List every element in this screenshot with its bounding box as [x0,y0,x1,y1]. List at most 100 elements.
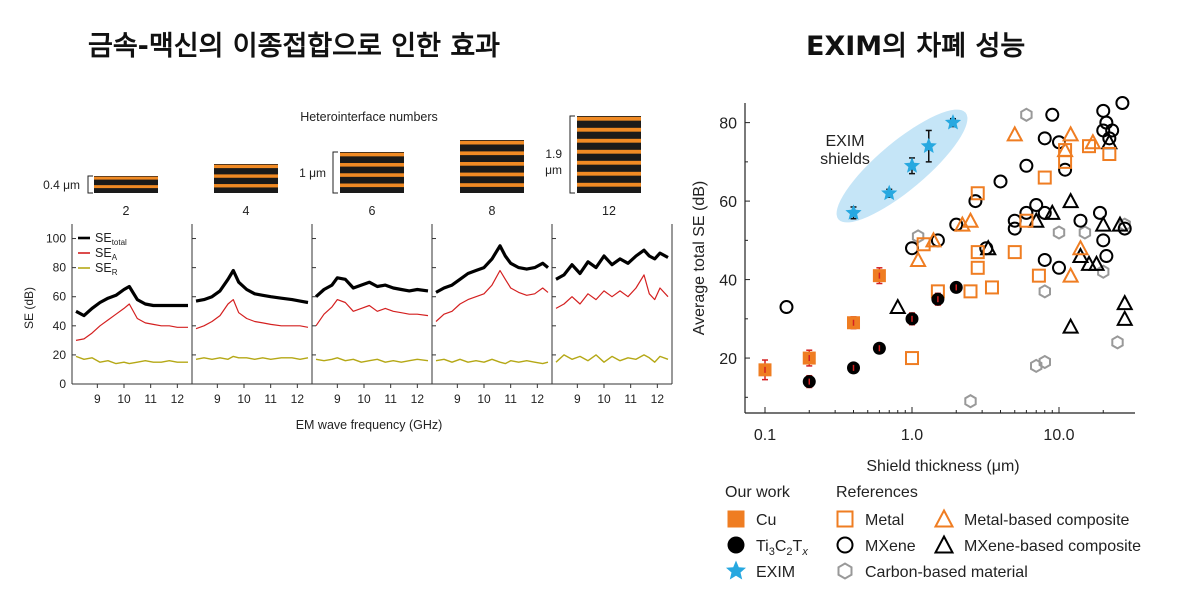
layer-stack-2 [94,176,158,193]
heterointerface-count: 6 [369,204,376,218]
se-r-line [195,355,309,360]
data-point [1030,358,1043,374]
series-mxene [779,96,1132,315]
y-tick-label: 0 [59,377,66,391]
heterointerface-count: 8 [489,204,496,218]
data-point [903,157,921,173]
metal-layer [577,171,641,176]
scatter-x-tick-label: 1.0 [901,427,923,444]
data-point [1043,203,1061,220]
y-tick-label: 20 [53,348,67,362]
data-point [1037,252,1052,267]
data-point [1102,147,1117,162]
data-point [970,260,985,275]
se-a-line [195,299,309,330]
data-point [1019,213,1034,228]
metal-layer [577,116,641,121]
data-point [949,217,964,232]
thickness-label-19-unit: μm [545,163,562,177]
data-point [963,284,978,299]
data-point [909,250,927,267]
data-point [872,269,886,283]
metal-layer [577,182,641,187]
data-point [1061,125,1080,142]
x-tick-label: 10 [597,392,611,406]
right-panel-title: EXIM의 차폐 성능 [806,31,1026,62]
se-a-line [555,274,669,309]
data-point [993,174,1008,189]
data-point [1061,317,1080,334]
scatter-x-tick-label: 10.0 [1043,427,1074,444]
legend-our-work-title: Our work [725,484,791,501]
data-point [758,363,772,377]
data-point [961,211,980,228]
data-point [944,114,962,130]
x-tick-label: 9 [334,392,341,406]
legend-marker [726,560,746,580]
metal-layer [460,172,524,177]
data-point [1080,254,1098,271]
data-point [1058,154,1073,169]
heterointerface-title: Heterointerface numbers [300,110,438,124]
data-point [1094,215,1112,232]
data-point [1115,96,1130,110]
se-a-line [75,303,188,341]
data-point [1056,140,1074,158]
metal-layer [577,127,641,132]
data-point [1052,135,1066,150]
data-point [970,245,985,260]
se-panel-12: 9 10 11 12 [551,224,672,406]
legend-label: Cu [756,512,776,529]
metal-layer [460,140,524,145]
data-point [911,229,925,244]
x-tick-label: 12 [531,392,545,406]
data-point [1037,131,1052,146]
scatter-y-tick-label: 40 [719,273,737,290]
data-point [931,292,945,306]
scatter-x-axis-label: Shield thickness (μm) [866,458,1019,475]
data-point [930,233,945,248]
metal-layer [577,160,641,165]
legend-label: SER [95,261,118,277]
x-tick-label: 9 [574,392,581,406]
data-point [1052,260,1066,275]
x-tick-label: 12 [171,392,185,406]
legend-label: SEA [95,246,118,262]
data-point [924,231,943,248]
data-point [905,312,919,326]
legend-label: Metal [865,512,904,529]
data-point [905,351,919,366]
x-tick-label: 11 [264,392,277,406]
data-point [1073,213,1088,228]
y-tick-label: 40 [53,319,67,333]
scatter-y-tick-label: 80 [719,116,737,133]
layer-stack-12 [577,116,641,193]
data-point [802,351,816,365]
metal-layer [94,185,158,189]
data-point [916,237,931,252]
data-point [1019,205,1034,220]
data-point [847,316,861,330]
data-point [964,394,977,409]
data-point [1102,131,1117,146]
data-point [1037,205,1052,220]
data-point [802,375,816,389]
thickness-bracket-19 [569,115,575,194]
data-point [1071,239,1090,256]
legend-references-title: References [836,484,918,501]
data-point [1007,245,1022,260]
legend-label: Ti3C2Tx [756,538,808,558]
metal-layer [94,176,158,180]
x-tick-label: 12 [651,392,665,406]
se-r-line [435,358,549,365]
data-point [1111,215,1129,232]
se-panel-4: 9 10 11 12 [191,224,312,406]
layer-stack-4 [214,164,278,193]
data-point [1019,158,1034,173]
data-point [889,297,907,315]
data-point [1029,198,1044,213]
data-point [979,241,994,256]
metal-layer [340,183,404,188]
data-point [1084,133,1102,150]
x-tick-label: 12 [411,392,425,406]
